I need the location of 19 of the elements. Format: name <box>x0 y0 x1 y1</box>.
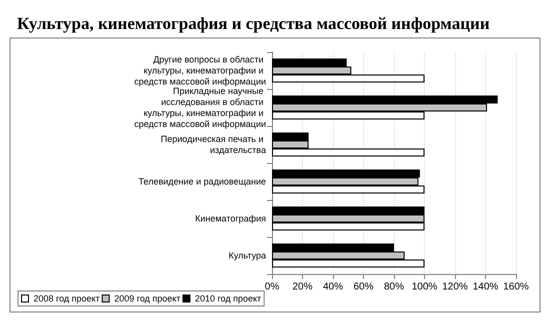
legend-label: 2010 год проект <box>194 294 262 304</box>
y-tick-label: Телевидение и радиовещание <box>138 176 266 186</box>
y-tick-label: Прикладные научные исследования в области культуры, кинематографии и средств массовой информации <box>134 86 266 129</box>
x-tick-label: 100% <box>412 282 438 292</box>
legend-label: 2009 год проект <box>114 294 180 304</box>
x-tick-label: 80% <box>384 282 404 292</box>
x-tick-label: 140% <box>472 282 498 292</box>
y-tick-label: Кинематография <box>195 214 266 224</box>
x-tick-label: 0% <box>264 282 280 292</box>
x-tick-label: 120% <box>442 282 468 292</box>
x-tick-label: 60% <box>353 282 374 292</box>
y-tick-label: Культура <box>228 250 266 260</box>
legend-label: 2008 год проект <box>34 294 100 304</box>
y-tick-label: Периодическая печать и издательства <box>160 134 266 155</box>
chart-title: Культура, кинематография и средства массовой информации <box>17 14 490 33</box>
y-tick-label: Другие вопросы в области культуры, кинематографии и средств массовой информации <box>134 54 266 86</box>
x-tick-label: 160% <box>503 282 529 292</box>
x-tick-label: 20% <box>292 282 313 292</box>
x-tick-label: 40% <box>322 282 344 292</box>
